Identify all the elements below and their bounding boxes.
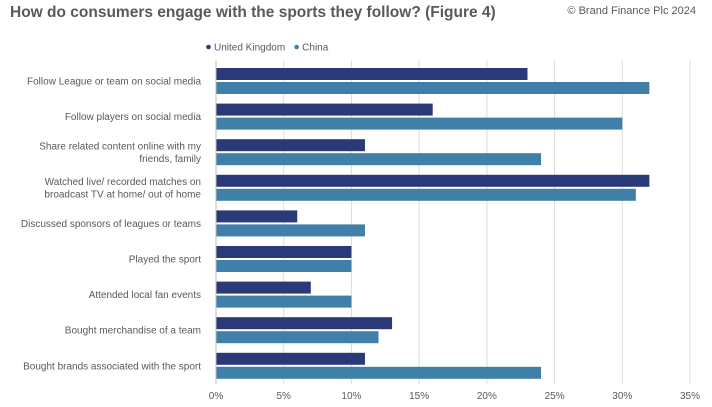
copyright-notice: © Brand Finance Plc 2024 xyxy=(567,5,696,17)
category-label: Follow players on social media xyxy=(65,112,202,123)
bar-china xyxy=(216,82,650,94)
x-tick-label: 10% xyxy=(341,391,361,402)
bar-uk xyxy=(216,246,352,258)
bar-uk xyxy=(216,281,311,294)
legend-marker-0 xyxy=(206,44,211,50)
category-label: Share related content online with my xyxy=(39,141,201,152)
bar-uk xyxy=(216,103,433,116)
x-tick-label: 0% xyxy=(209,391,224,402)
bar-uk xyxy=(216,352,365,365)
bar-china xyxy=(216,295,352,308)
bar-uk xyxy=(216,210,298,223)
category-label: Played the sport xyxy=(129,255,201,266)
category-label: Watched live/ recorded matches on xyxy=(45,177,201,188)
legend-label-0: United Kingdom xyxy=(214,43,285,54)
bar-china xyxy=(216,260,352,272)
bar-uk xyxy=(216,317,393,330)
bar-uk xyxy=(216,68,528,80)
category-label: friends, family xyxy=(139,154,201,165)
category-label: Attended local fan events xyxy=(89,290,201,301)
bar-china xyxy=(216,188,636,201)
legend-label-1: China xyxy=(302,43,329,54)
category-label: Follow League or team on social media xyxy=(27,77,201,88)
x-tick-label: 25% xyxy=(545,391,565,402)
x-tick-label: 35% xyxy=(680,391,700,402)
x-tick-label: 30% xyxy=(612,391,632,402)
bar-china xyxy=(216,366,542,379)
bar-china xyxy=(216,117,623,130)
category-label: broadcast TV at home/ out of home xyxy=(44,190,201,201)
chart-title: How do consumers engage with the sports … xyxy=(10,4,496,21)
bar-uk xyxy=(216,139,365,152)
category-label: Bought merchandise of a team xyxy=(65,326,201,337)
category-label: Discussed sponsors of leagues or teams xyxy=(21,219,201,230)
legend-marker-1 xyxy=(294,44,299,50)
bar-china xyxy=(216,153,542,166)
bar-uk xyxy=(216,174,650,187)
category-label: Bought brands associated with the sport xyxy=(23,361,201,372)
bar-china xyxy=(216,224,365,237)
x-tick-label: 5% xyxy=(276,391,291,402)
x-tick-label: 15% xyxy=(409,391,429,402)
x-tick-label: 20% xyxy=(477,391,497,402)
bar-china xyxy=(216,331,379,344)
